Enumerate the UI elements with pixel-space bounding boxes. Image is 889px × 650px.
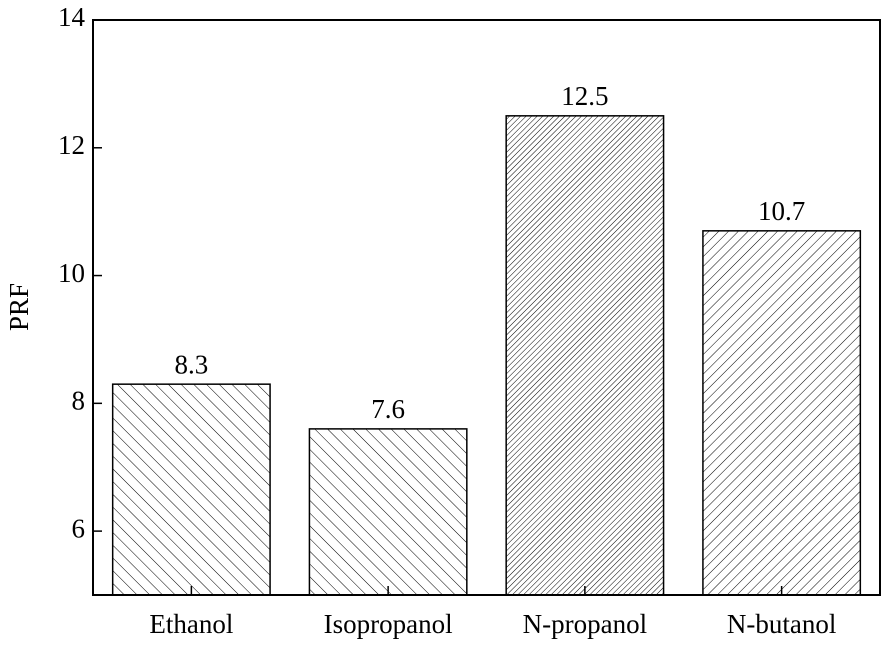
y-tick-label: 8 (72, 386, 86, 416)
data-label: 12.5 (561, 81, 608, 111)
plot-frame (92, 19, 881, 596)
x-tick-label: N-propanol (523, 609, 647, 639)
bar (702, 230, 862, 596)
data-label: 8.3 (175, 349, 209, 379)
bar (308, 428, 468, 596)
y-tick-label: 12 (58, 130, 85, 160)
y-tick-label: 14 (58, 2, 86, 32)
x-tick-label: Isopropanol (324, 609, 453, 639)
x-tick-label: N-butanol (727, 609, 836, 639)
bar (111, 383, 271, 596)
bar (505, 115, 665, 596)
x-tick-label: Ethanol (149, 609, 233, 639)
data-label: 7.6 (371, 394, 405, 424)
data-label: 10.7 (758, 196, 805, 226)
y-tick-label: 6 (72, 513, 86, 543)
y-axis-label: PRF (4, 283, 34, 331)
y-tick-label: 10 (58, 258, 85, 288)
